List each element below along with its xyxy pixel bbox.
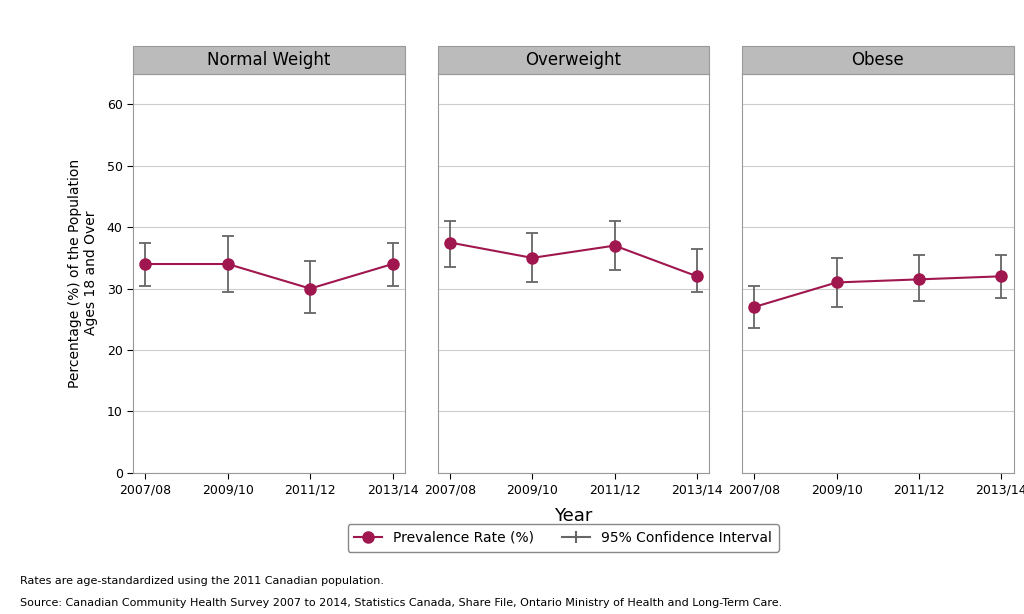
Legend: Prevalence Rate (%), 95% Confidence Interval: Prevalence Rate (%), 95% Confidence Inte… [347,524,779,552]
Text: Rates are age-standardized using the 2011 Canadian population.: Rates are age-standardized using the 201… [20,577,384,586]
Text: Normal Weight: Normal Weight [207,51,331,69]
Text: Source: Canadian Community Health Survey 2007 to 2014, Statistics Canada, Share : Source: Canadian Community Health Survey… [20,598,782,608]
FancyBboxPatch shape [133,45,404,74]
FancyBboxPatch shape [742,45,1014,74]
Text: Obese: Obese [852,51,904,69]
X-axis label: Year: Year [554,507,593,526]
Text: Overweight: Overweight [525,51,622,69]
FancyBboxPatch shape [437,45,710,74]
Y-axis label: Percentage (%) of the Population
Ages 18 and Over: Percentage (%) of the Population Ages 18… [69,158,98,388]
